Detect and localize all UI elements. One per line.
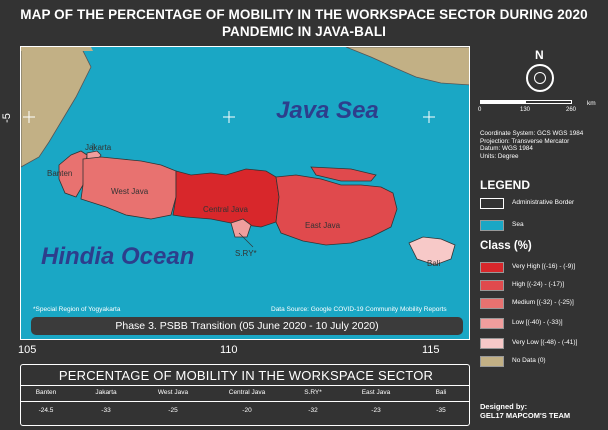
label-jakarta: Jakarta bbox=[85, 143, 112, 152]
table-header-west-java: West Java bbox=[157, 389, 189, 396]
hindia-ocean-label: Hindia Ocean bbox=[41, 243, 195, 270]
table-rule-mid bbox=[21, 401, 469, 402]
label-east-java: East Java bbox=[305, 221, 341, 230]
legend-label-sea: Sea bbox=[512, 221, 524, 228]
sumatra-land bbox=[21, 47, 92, 168]
sea-swatch bbox=[480, 220, 504, 231]
table-header-jakarta: Jakarta bbox=[95, 389, 117, 396]
lat-tick-minus5: -5 bbox=[0, 113, 13, 123]
table-value-west-java: -25 bbox=[168, 407, 178, 414]
table-rule-top bbox=[21, 385, 469, 386]
phase-banner: Phase 3. PSBB Transition (05 June 2020 -… bbox=[31, 317, 463, 335]
class-title: Class (%) bbox=[480, 240, 532, 252]
legend-title: LEGEND bbox=[480, 178, 531, 192]
scale-bar-outline bbox=[480, 100, 572, 104]
low-swatch bbox=[480, 318, 504, 329]
scale-label-130: 130 bbox=[520, 107, 531, 113]
credit-line2: GEL17 MAPCOM'S TEAM bbox=[480, 411, 571, 420]
scale-bar-fill bbox=[481, 101, 526, 103]
class-label-very-high: Very High [(-16) - (-9)] bbox=[512, 263, 576, 270]
coord-datum: Datum: WGS 1984 bbox=[480, 145, 533, 152]
province-east-java[interactable] bbox=[275, 174, 398, 246]
java-sea-label: Java Sea bbox=[276, 97, 379, 124]
map-canvas bbox=[21, 47, 469, 339]
class-label-high: High [(-24) - (-17)] bbox=[512, 281, 565, 288]
label-bali: Bali bbox=[427, 259, 441, 268]
compass-icon bbox=[526, 64, 554, 92]
table-header-east-java: East Java bbox=[361, 389, 391, 396]
very-low-swatch bbox=[480, 338, 504, 349]
very-high-swatch bbox=[480, 262, 504, 273]
mobility-table: PERCENTAGE OF MOBILITY IN THE WORKSPACE … bbox=[20, 364, 470, 426]
graticule bbox=[23, 111, 435, 123]
no-data-swatch bbox=[480, 356, 504, 367]
class-label-no-data: No Data (0) bbox=[512, 357, 546, 364]
scale-label-260: 260 bbox=[566, 107, 577, 113]
label-sry: S.RY* bbox=[235, 249, 257, 258]
north-label: N bbox=[535, 48, 544, 62]
footnote-text: *Special Region of Yogyakarta bbox=[33, 306, 121, 313]
province-west-java[interactable] bbox=[80, 156, 177, 220]
coordinate-info: Coordinate System: GCS WGS 1984 Projecti… bbox=[480, 130, 583, 160]
scale-label-0: 0 bbox=[478, 107, 482, 113]
compass-inner-ring bbox=[534, 72, 546, 84]
scale-bar: 0 130 260 km bbox=[478, 100, 600, 122]
table-value-sry: -32 bbox=[308, 407, 318, 414]
map-frame[interactable]: Java Sea Hindia Ocean Jakarta Banten Wes… bbox=[20, 46, 470, 340]
data-source-text: Data Source: Google COVID-19 Community M… bbox=[271, 306, 447, 313]
table-value-bali: -35 bbox=[436, 407, 446, 414]
table-title: PERCENTAGE OF MOBILITY IN THE WORKSPACE … bbox=[58, 368, 434, 383]
map-title-line1: MAP OF THE PERCENTAGE OF MOBILITY IN THE… bbox=[20, 7, 588, 22]
map-title-line2: PANDEMIC IN JAVA-BALI bbox=[221, 24, 387, 39]
label-west-java: West Java bbox=[111, 187, 149, 196]
credit-line1: Designed by: bbox=[480, 402, 528, 411]
class-label-medium: Medium [(-32) - (-25)] bbox=[512, 299, 574, 306]
sumatra-top bbox=[21, 47, 93, 51]
label-central-java: Central Java bbox=[203, 205, 248, 214]
lon-tick-105: 105 bbox=[18, 344, 37, 356]
table-value-east-java: -23 bbox=[371, 407, 381, 414]
north-arrow: N bbox=[526, 48, 556, 98]
coord-projection: Projection: Transverse Mercator bbox=[480, 137, 570, 145]
table-header-banten: Banten bbox=[35, 389, 57, 396]
class-label-low: Low [(-40) - (-33)] bbox=[512, 319, 563, 326]
class-label-very-low: Very Low [(-48) - (-41)] bbox=[512, 339, 578, 346]
high-swatch bbox=[480, 280, 504, 291]
island-madura bbox=[310, 166, 377, 182]
lon-tick-110: 110 bbox=[220, 344, 238, 356]
credit: Designed by: GEL17 MAPCOM'S TEAM bbox=[480, 402, 570, 420]
map-title: MAP OF THE PERCENTAGE OF MOBILITY IN THE… bbox=[0, 6, 608, 40]
province-bali[interactable] bbox=[408, 236, 456, 266]
medium-swatch bbox=[480, 298, 504, 309]
lon-tick-115: 115 bbox=[422, 344, 440, 356]
scale-unit: km bbox=[587, 100, 596, 107]
province-sry[interactable] bbox=[230, 218, 252, 238]
legend-label-border: Administrative Border bbox=[512, 199, 575, 206]
sry-leader bbox=[238, 232, 254, 248]
border-swatch bbox=[480, 198, 504, 209]
coord-units: Units: Degree bbox=[480, 152, 519, 160]
table-value-central-java: -20 bbox=[242, 407, 252, 414]
table-header-sry: S.RY* bbox=[304, 389, 322, 396]
label-banten: Banten bbox=[47, 169, 73, 178]
table-header-central-java: Central Java bbox=[228, 389, 266, 396]
coord-system: Coordinate System: GCS WGS 1984 bbox=[480, 130, 584, 137]
table-header-bali: Bali bbox=[435, 389, 447, 396]
table-value-jakarta: -33 bbox=[101, 407, 111, 414]
table-value-banten: -24.5 bbox=[38, 407, 54, 414]
kalimantan-land bbox=[345, 47, 469, 86]
